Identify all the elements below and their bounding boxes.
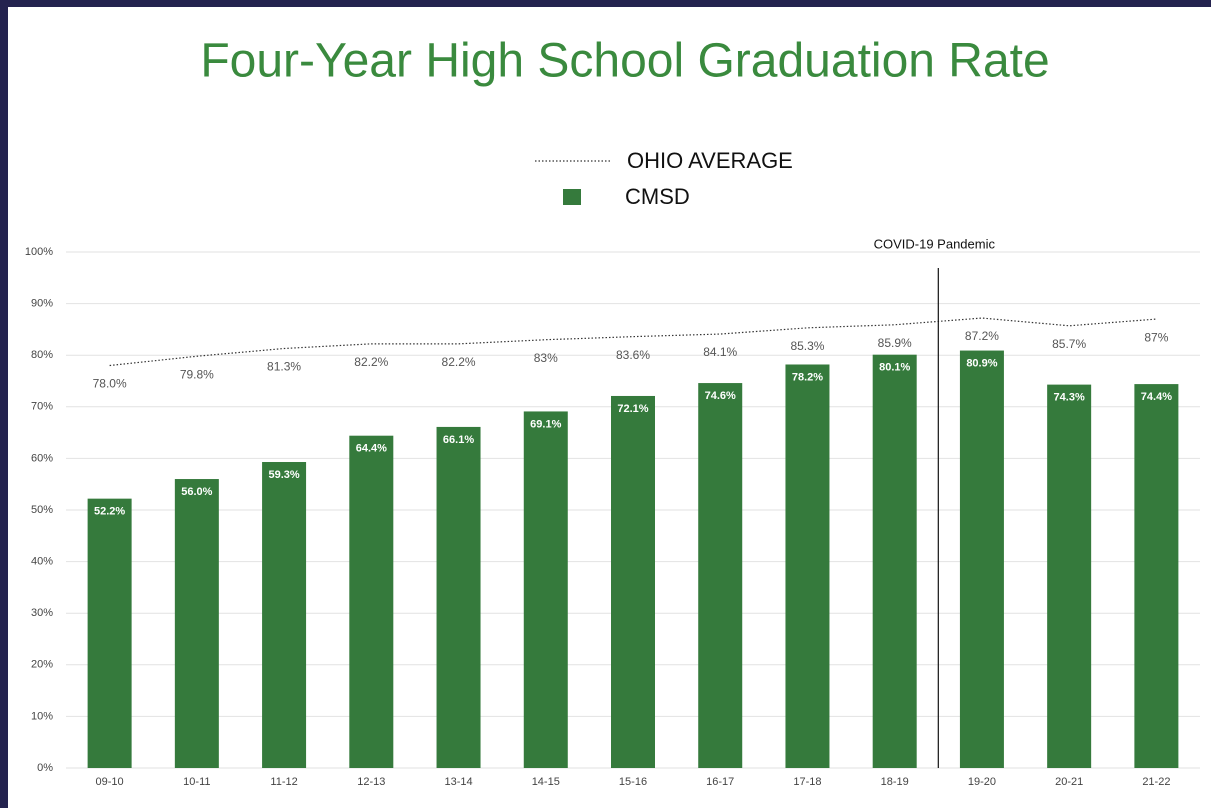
bar: [959, 350, 1004, 768]
bar-value-label: 69.1%: [530, 418, 561, 430]
line-value-label: 82.2%: [354, 355, 388, 369]
y-tick-label: 0%: [37, 762, 53, 774]
line-value-label: 83.6%: [616, 348, 650, 362]
y-tick-label: 60%: [31, 452, 53, 464]
y-tick-label: 90%: [31, 298, 53, 310]
line-value-label: 85.7%: [1052, 337, 1086, 351]
border-top: [0, 0, 1211, 7]
x-tick-label: 17-18: [793, 776, 821, 788]
bar: [174, 479, 219, 768]
bar-value-label: 52.2%: [94, 506, 125, 518]
bar: [1134, 384, 1179, 768]
bar-value-label: 74.6%: [705, 390, 736, 402]
bar-value-label: 64.4%: [356, 443, 387, 455]
x-tick-label: 10-11: [183, 776, 210, 788]
line-value-label: 83%: [534, 351, 558, 365]
ohio-line: [109, 317, 1157, 367]
y-tick-label: 30%: [31, 607, 53, 619]
x-tick-label: 13-14: [444, 776, 472, 788]
bar: [785, 364, 830, 768]
x-tick-label: 21-22: [1142, 776, 1170, 788]
x-tick-label: 12-13: [357, 776, 385, 788]
y-tick-label: 80%: [31, 349, 53, 361]
y-tick-label: 20%: [31, 659, 53, 671]
y-tick-label: 70%: [31, 401, 53, 413]
bar-value-label: 66.1%: [443, 434, 474, 446]
y-tick-label: 100%: [25, 246, 53, 258]
bar-value-label: 56.0%: [181, 486, 212, 498]
line-value-label: 78.0%: [93, 377, 127, 391]
bar: [262, 462, 307, 768]
bar-value-label: 80.9%: [966, 357, 997, 369]
bar: [1047, 384, 1092, 768]
bar-value-label: 80.1%: [879, 362, 910, 374]
bar: [349, 435, 394, 768]
bar-value-label: 74.4%: [1141, 391, 1172, 403]
x-tick-label: 16-17: [706, 776, 734, 788]
line-value-label: 81.3%: [267, 360, 301, 374]
bar: [611, 395, 655, 768]
line-value-label: 85.3%: [790, 339, 824, 353]
bar: [872, 354, 917, 768]
line-value-label: 82.2%: [442, 355, 476, 369]
y-tick-label: 40%: [31, 556, 53, 568]
line-value-label: 84.1%: [703, 345, 737, 359]
legend-bar-swatch: [563, 189, 581, 205]
x-tick-label: 14-15: [532, 776, 560, 788]
line-value-label: 87%: [1144, 330, 1168, 344]
bar-value-label: 72.1%: [617, 403, 648, 415]
x-tick-label: 15-16: [619, 776, 647, 788]
bar: [436, 426, 481, 768]
bar-value-label: 59.3%: [268, 469, 299, 481]
x-tick-label: 19-20: [968, 776, 996, 788]
bar: [698, 383, 743, 768]
bar: [523, 411, 568, 768]
x-tick-label: 11-12: [270, 776, 297, 788]
x-tick-label: 09-10: [96, 776, 124, 788]
bar-value-label: 78.2%: [792, 371, 823, 383]
x-tick-label: 18-19: [881, 776, 909, 788]
chart-title: Four-Year High School Graduation Rate: [200, 35, 1049, 88]
border-left: [0, 0, 8, 808]
line-value-label: 79.8%: [180, 367, 214, 381]
legend-label: CMSD: [625, 184, 690, 209]
legend-label: OHIO AVERAGE: [627, 148, 793, 173]
line-value-label: 87.2%: [965, 329, 999, 343]
bar: [87, 498, 132, 768]
bar-value-label: 74.3%: [1054, 392, 1085, 404]
y-tick-label: 50%: [31, 504, 53, 516]
y-tick-label: 10%: [31, 710, 53, 722]
annotation-label: COVID-19 Pandemic: [874, 236, 996, 251]
x-tick-label: 20-21: [1055, 776, 1083, 788]
line-value-label: 85.9%: [878, 336, 912, 350]
